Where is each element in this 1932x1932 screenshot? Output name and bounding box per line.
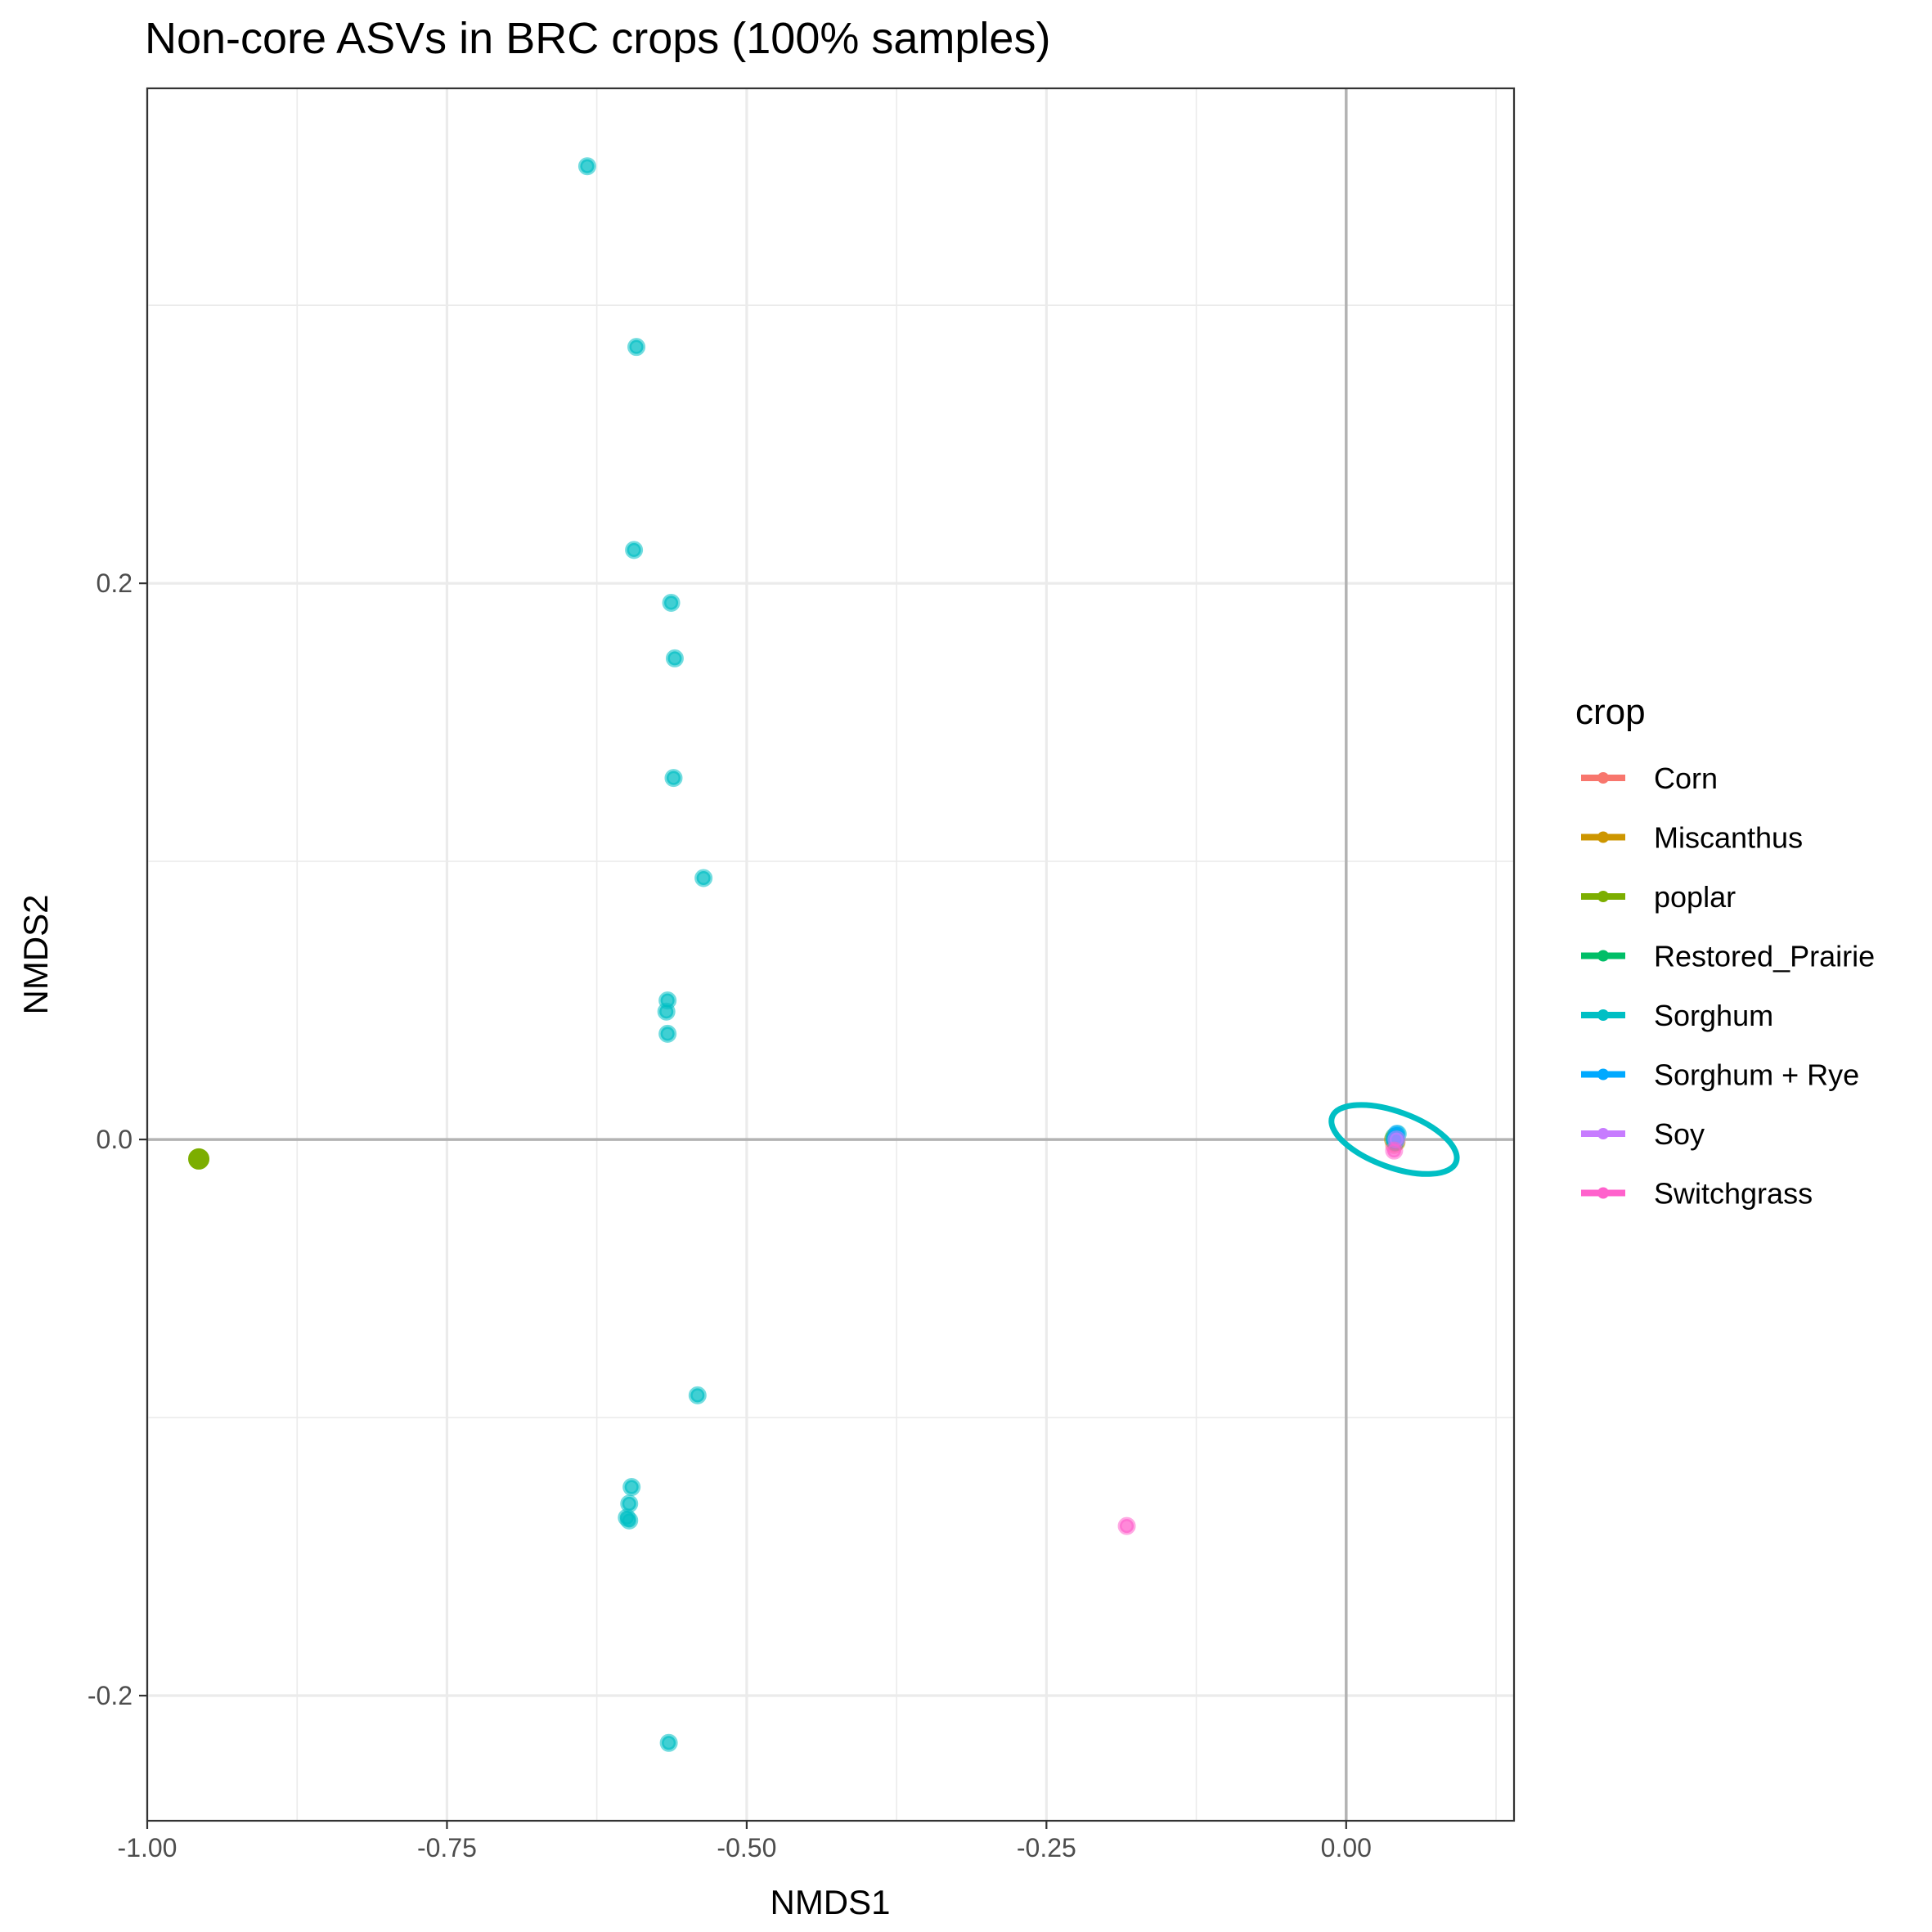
data-point [665,649,684,667]
legend-key-point [1597,1187,1609,1199]
data-point [664,769,683,788]
x-tick-label: -0.50 [717,1833,776,1862]
legend-key-point [1597,1068,1609,1081]
legend-item-soy: Soy [1581,1117,1705,1151]
series-switchgrass [1117,1141,1404,1535]
legend-label: poplar [1654,880,1736,914]
reference-lines [147,88,1514,1821]
legend-label: Sorghum [1654,999,1773,1032]
data-point [662,593,681,612]
data-point [620,1511,639,1530]
y-tick-label: 0.2 [97,568,133,598]
data-point [658,1024,677,1043]
data-point [625,541,644,559]
legend-key-point [1597,891,1609,902]
legend-label: Restored_Prairie [1654,940,1875,973]
legend-label: Corn [1654,762,1718,795]
legend-label: Switchgrass [1654,1177,1813,1211]
x-tick-label: -1.00 [118,1833,177,1862]
data-point [627,338,646,357]
x-tick-label: -0.75 [417,1833,477,1862]
data-point [1117,1516,1136,1535]
data-point [1385,1141,1404,1160]
y-tick-label: -0.2 [88,1681,133,1710]
x-axis-title: NMDS1 [770,1883,890,1921]
data-point [577,157,596,176]
legend-item-poplar: poplar [1581,880,1736,914]
legend-item-restored-prairie: Restored_Prairie [1581,940,1875,973]
chart-title: Non-core ASVs in BRC crops (100% samples… [145,14,1051,63]
legend-key-point [1597,1009,1609,1021]
data-point [659,1733,678,1752]
legend: crop Corn Miscanthus poplar Restored_Prairi… [1575,692,1875,1211]
x-tick-label: 0.00 [1321,1833,1372,1862]
confidence-ellipses [1328,1102,1460,1177]
data-point [688,1386,707,1404]
y-axis-title: NMDS2 [16,894,55,1014]
legend-title: crop [1575,692,1646,732]
plot-border [146,87,1516,1822]
legend-key-point [1597,772,1609,784]
legend-key-point [1597,1128,1609,1139]
legend-label: Sorghum + Rye [1654,1058,1859,1092]
data-point [620,1494,639,1513]
legend-item-miscanthus: Miscanthus [1581,821,1803,855]
series-poplar [188,1148,210,1170]
data-point [188,1148,210,1170]
y-tick-label: 0.0 [97,1125,133,1154]
plot-panel [147,88,1514,1821]
legend-item-sorghum: Sorghum [1581,999,1773,1032]
ellipse-sorghum [1328,1102,1460,1177]
data-point [622,1478,641,1497]
x-tick-label: -0.25 [1017,1833,1076,1862]
legend-item-corn: Corn [1581,762,1718,795]
legend-item-switchgrass: Switchgrass [1581,1177,1813,1211]
legend-key-point [1597,831,1609,843]
axes: -1.00 -0.75 -0.50 -0.25 0.00 -0.2 0.0 0.2 [88,568,1372,1862]
data-point [657,1002,676,1021]
data-points [188,157,1407,1752]
legend-label: Soy [1654,1117,1705,1151]
legend-label: Miscanthus [1654,821,1803,855]
data-point [694,869,713,887]
legend-item-sorghum-rye: Sorghum + Rye [1581,1058,1859,1092]
legend-key-point [1597,950,1609,962]
